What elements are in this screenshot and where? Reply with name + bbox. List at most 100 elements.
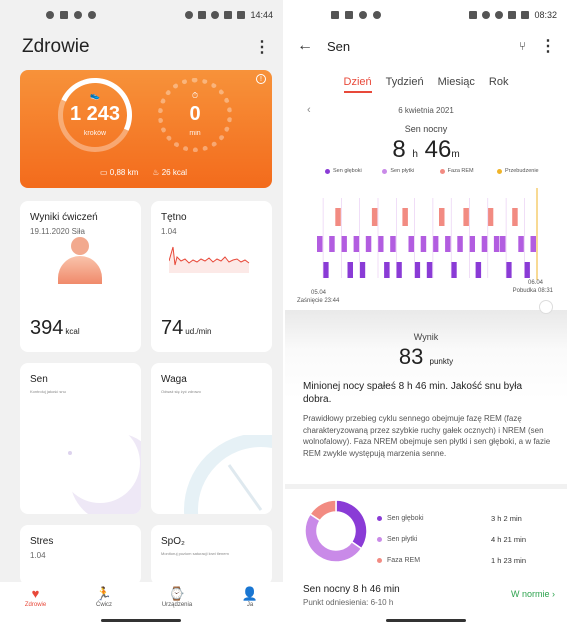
previous-day-icon[interactable]: ‹ bbox=[307, 104, 311, 116]
sleep-stage-segment bbox=[500, 236, 506, 252]
battery-icon bbox=[237, 11, 246, 19]
legend-light: Sen płytki bbox=[382, 168, 422, 174]
chevron-right-icon: › bbox=[552, 589, 555, 599]
sleep-stage-segment bbox=[445, 236, 451, 252]
back-arrow-icon[interactable]: ← bbox=[297, 37, 313, 54]
chart-handle[interactable] bbox=[539, 300, 553, 314]
more-options-icon[interactable]: ⋮ bbox=[540, 38, 556, 55]
tab-month[interactable]: Miesiąc bbox=[437, 76, 475, 88]
heart-rate-value: 74 ud./min bbox=[161, 317, 212, 339]
calories-unit: kcal bbox=[172, 168, 188, 177]
nav-exercise[interactable]: 🏃 Ćwicz bbox=[96, 586, 112, 625]
signal-icon bbox=[224, 11, 233, 19]
activity-card[interactable]: ! 👟 1 243 kroków ⏱ 0 min ▭ 0,88 km ♨ 26 … bbox=[20, 67, 272, 188]
sleep-stage-segment bbox=[439, 208, 445, 226]
spo2-card-title: SpO₂ bbox=[161, 536, 185, 547]
steps-icon: 👟 bbox=[90, 91, 100, 100]
nav-devices-label: Urządzenia bbox=[161, 602, 193, 608]
person-illustration-head bbox=[71, 237, 89, 255]
sleep-stage-segment bbox=[347, 262, 353, 278]
person-illustration bbox=[58, 256, 102, 284]
sleep-hours-unit: h bbox=[412, 149, 418, 160]
sleep-stage-segment bbox=[487, 208, 494, 226]
stage-deep: Sen głęboki 3 h 2 min bbox=[377, 508, 551, 529]
status-bar: 14:44 bbox=[0, 0, 283, 30]
calories-value: 26 bbox=[161, 168, 171, 177]
wifi-icon bbox=[495, 11, 504, 19]
heart-rate-card[interactable]: Tętno 1.04 74 ud./min bbox=[151, 201, 272, 352]
sleep-stage-segment bbox=[408, 236, 414, 252]
home-indicator[interactable] bbox=[101, 619, 181, 622]
nfc-icon bbox=[198, 11, 207, 19]
clock: 14:44 bbox=[250, 10, 273, 20]
sleep-stage-segment bbox=[420, 236, 427, 252]
sleep-legend: Sen głęboki Sen płytki Faza REM Przebudz… bbox=[325, 168, 539, 174]
normal-status-link[interactable]: W normie › bbox=[510, 589, 555, 599]
more-options-icon[interactable]: ⋮ bbox=[254, 39, 270, 56]
sleep-stage-segment bbox=[329, 236, 335, 252]
sleep-stage-segment bbox=[371, 208, 378, 226]
sleep-stage-segment bbox=[353, 236, 360, 252]
sleep-score: 83 punkty bbox=[398, 344, 454, 369]
sleep-detail-screen: 08:32 ← Sen ⑂ ⋮ Dzień Tydzień Miesiąc Ro… bbox=[285, 0, 567, 625]
sleep-card[interactable]: Sen Kontroluj jakość snu bbox=[20, 363, 141, 514]
tab-day[interactable]: Dzień bbox=[343, 76, 372, 93]
info-icon[interactable]: ! bbox=[256, 74, 266, 84]
nav-health[interactable]: ♥ Zdrowie bbox=[25, 586, 46, 625]
nav-me-label: Ja bbox=[246, 602, 254, 608]
wifi-icon bbox=[211, 11, 220, 19]
messenger-icon bbox=[359, 11, 367, 19]
stage-light: Sen płytki 4 h 21 min bbox=[377, 529, 551, 550]
steps-value: 1 243 bbox=[69, 103, 121, 125]
mail-icon bbox=[345, 11, 353, 19]
sleep-stage-segment bbox=[390, 236, 396, 252]
calories-stat: ♨ 26 kcal bbox=[152, 168, 187, 177]
watch-icon: ⌚ bbox=[168, 586, 186, 601]
alarm-icon bbox=[185, 11, 194, 19]
axis-start-label: Zaśnięcie 23:44 bbox=[297, 298, 340, 304]
stress-card[interactable]: Stres 1.04 bbox=[20, 525, 141, 585]
sleep-stage-segment bbox=[475, 262, 482, 278]
exercise-title: Wyniki ćwiczeń bbox=[30, 212, 98, 223]
nav-exercise-label: Ćwicz bbox=[96, 602, 113, 608]
nav-devices[interactable]: ⌚ Urządzenia bbox=[162, 586, 192, 625]
spo2-card[interactable]: SpO₂ Monitoruj poziom saturacji krwi tle… bbox=[151, 525, 272, 585]
home-indicator[interactable] bbox=[386, 619, 466, 622]
moon-illustration bbox=[60, 423, 141, 514]
phone-icon bbox=[60, 11, 68, 19]
score-section-bg bbox=[285, 310, 567, 480]
distance-stat: ▭ 0,88 km bbox=[100, 168, 138, 177]
sleep-stage-segment bbox=[384, 262, 390, 278]
donut-slice-2 bbox=[309, 499, 337, 522]
heart-rate-date: 1.04 bbox=[161, 227, 177, 236]
tab-week[interactable]: Tydzień bbox=[385, 76, 424, 88]
sleep-stage-segment bbox=[469, 236, 475, 252]
spo2-card-subtitle: Monitoruj poziom saturacji krwi tlenem bbox=[161, 551, 229, 556]
steps-ring: 👟 1 243 kroków bbox=[47, 67, 143, 163]
status-bar: 08:32 bbox=[285, 0, 567, 30]
sleep-stages-chart[interactable] bbox=[285, 188, 567, 284]
sleep-stage-segment bbox=[493, 236, 500, 252]
sleep-stage-segment bbox=[518, 236, 524, 252]
nav-me[interactable]: 👤 Ja bbox=[242, 586, 258, 625]
sleep-card-subtitle: Kontroluj jakość snu bbox=[30, 389, 66, 394]
timer-icon: ⏱ bbox=[191, 91, 199, 100]
battery-icon bbox=[521, 11, 530, 19]
exercise-value: 394 kcal bbox=[30, 317, 80, 339]
minutes-label: min bbox=[189, 130, 201, 137]
sleep-stage-segment bbox=[481, 236, 488, 252]
sleep-summary: Minionej nocy spałeś 8 h 46 min. Jakość … bbox=[303, 381, 523, 405]
weight-card-title: Waga bbox=[161, 374, 187, 385]
distance-value: 0,88 bbox=[109, 168, 126, 177]
exercise-card[interactable]: Wyniki ćwiczeń 19.11.2020 Siła 394 kcal bbox=[20, 201, 141, 352]
sleep-stage-segment bbox=[402, 208, 408, 226]
share-icon[interactable]: ⑂ bbox=[518, 39, 526, 53]
sleep-minutes: 46 bbox=[424, 136, 452, 163]
weight-card[interactable]: Waga Odważ się żyć zdrowo bbox=[151, 363, 272, 514]
heart-rate-sparkline bbox=[169, 246, 250, 273]
tab-year[interactable]: Rok bbox=[488, 76, 509, 88]
sleep-stage-segment bbox=[414, 262, 421, 278]
reference-range: Punkt odniesienia: 6-10 h bbox=[303, 598, 394, 607]
sleep-stages-list: Sen głęboki 3 h 2 min Sen płytki 4 h 21 mi… bbox=[377, 508, 551, 571]
axis-end-label: Pobudka 08:31 bbox=[512, 288, 553, 294]
